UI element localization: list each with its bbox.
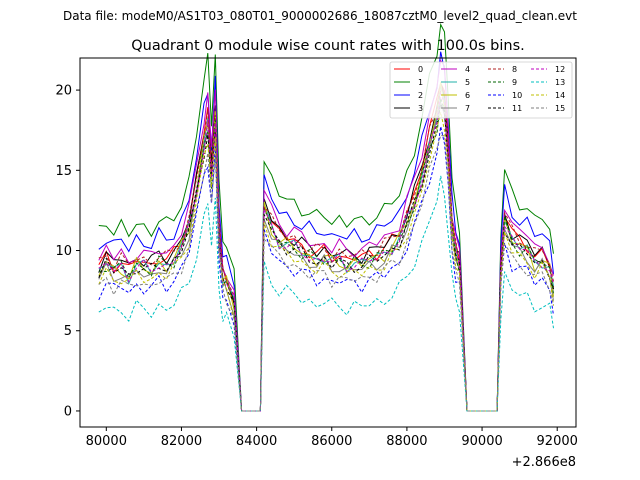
legend-label-10: 10 xyxy=(512,91,522,100)
series-line-13 xyxy=(98,175,554,412)
legend-label-0: 0 xyxy=(418,65,423,74)
legend-label-13: 13 xyxy=(555,78,565,87)
x-tick-label: 84000 xyxy=(236,434,277,449)
y-tick-label: 10 xyxy=(55,244,72,259)
x-tick-label: 90000 xyxy=(461,434,502,449)
legend-box xyxy=(389,61,573,119)
series-line-15 xyxy=(98,134,554,412)
chart-suptitle: Data file: modeM0/AS1T03_080T01_90000026… xyxy=(63,9,577,23)
x-tick-label: 86000 xyxy=(311,434,352,449)
chart-title: Quadrant 0 module wise count rates with … xyxy=(131,38,525,54)
legend-label-12: 12 xyxy=(555,65,565,74)
series-layer xyxy=(98,22,554,412)
x-tick-label: 92000 xyxy=(537,434,578,449)
legend-label-14: 14 xyxy=(555,91,565,100)
x-offset-label: +2.866e8 xyxy=(512,455,576,470)
plot-area xyxy=(80,58,576,427)
legend-label-3: 3 xyxy=(418,104,423,113)
legend-label-7: 7 xyxy=(465,104,470,113)
legend-label-1: 1 xyxy=(418,78,423,87)
legend-label-8: 8 xyxy=(512,65,517,74)
y-axis: 0 5 10 15 20 xyxy=(55,84,80,419)
legend-label-2: 2 xyxy=(418,91,423,100)
x-tick-label: 82000 xyxy=(161,434,202,449)
legend-label-9: 9 xyxy=(512,78,517,87)
y-tick-label: 0 xyxy=(64,404,72,419)
x-tick-label: 80000 xyxy=(86,434,127,449)
legend-label-5: 5 xyxy=(465,78,470,87)
plot-frame xyxy=(79,57,577,428)
x-tick-label: 88000 xyxy=(386,434,427,449)
y-tick-label: 5 xyxy=(64,324,72,339)
legend-label-11: 11 xyxy=(512,104,522,113)
legend-label-4: 4 xyxy=(465,65,470,74)
y-tick-label: 15 xyxy=(55,164,72,179)
legend-label-6: 6 xyxy=(465,91,470,100)
y-tick-label: 20 xyxy=(55,84,72,99)
legend-label-15: 15 xyxy=(555,104,565,113)
x-axis: 80000 82000 84000 86000 88000 90000 92000 xyxy=(86,427,578,449)
